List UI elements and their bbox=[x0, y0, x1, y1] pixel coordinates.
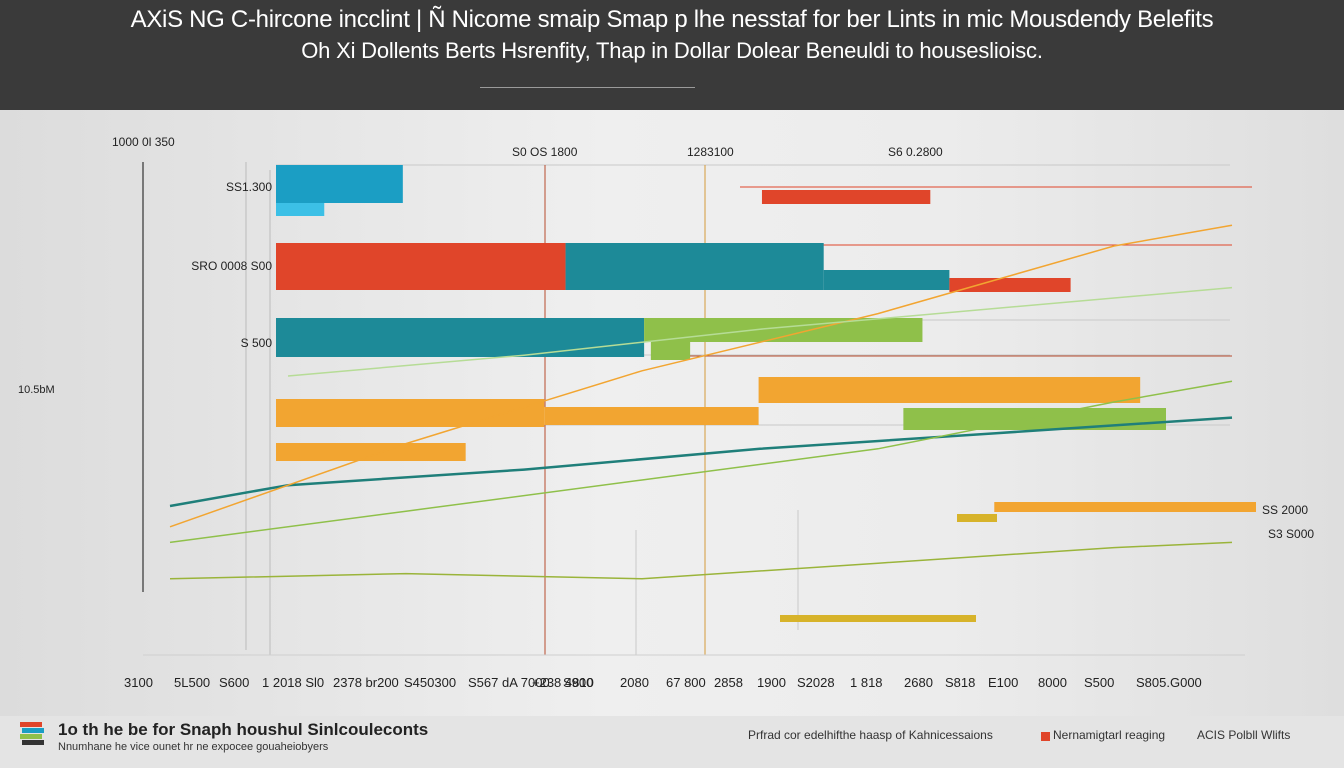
top-annotation-2: S6 0.2800 bbox=[888, 145, 943, 159]
line-lightgreen-trend bbox=[287, 286, 1233, 377]
bar-orange-row4-15 bbox=[276, 443, 466, 461]
bar-cyan-under-2 bbox=[276, 203, 325, 216]
bar-teal-row2-6 bbox=[823, 270, 950, 290]
chart-header: AXiS NG C-hircone incclint | Ñ Nicome sm… bbox=[0, 0, 1344, 110]
legend-title: 1o th he be for Snaph houshul Sinlcoulec… bbox=[58, 720, 429, 739]
x-tick-2: S600 bbox=[219, 675, 249, 690]
chart-svg: 1000 0l 350 10.5bM S0 OS 1800 1283100 S6 0.2… bbox=[18, 135, 1314, 690]
line-orange-trend bbox=[169, 224, 1233, 528]
row-label-1: SRO 0008 S00 bbox=[191, 259, 272, 273]
bar-green-row3-10 bbox=[650, 342, 691, 360]
legend-item-0: Prfrad cor edelhifthe haasp of Kahnicess… bbox=[748, 728, 993, 742]
x-tick-5: S450300 bbox=[404, 675, 456, 690]
chart-title: AXiS NG C-hircone incclint | Ñ Nicome sm… bbox=[130, 6, 1214, 33]
bar-red-right-1-3 bbox=[761, 190, 931, 204]
bar-teal-row2-5 bbox=[565, 243, 824, 290]
line-darkteal-trend bbox=[169, 416, 1233, 508]
x-tick-4: 2378 br200 bbox=[333, 675, 399, 690]
top-annotation-0: S0 OS 1800 bbox=[512, 145, 578, 159]
x-tick-14: 1 818 bbox=[850, 675, 883, 690]
x-tick-20: S805.G000 bbox=[1136, 675, 1202, 690]
x-tick-3: 1 2018 Sl0 bbox=[262, 675, 324, 690]
bar-teal-row3-8 bbox=[276, 318, 645, 357]
row-label-2: S 500 bbox=[241, 336, 273, 350]
x-tick-1: 5L500 bbox=[174, 675, 210, 690]
row-label-0: SS1.300 bbox=[226, 180, 272, 194]
line-green-trend-1 bbox=[169, 380, 1233, 544]
x-tick-11: 2858 bbox=[714, 675, 743, 690]
bar-red-row2-4 bbox=[276, 243, 566, 290]
legend-swatch-red bbox=[1041, 732, 1050, 741]
bar-orange-right-16 bbox=[994, 502, 1256, 512]
x-tick-0: 3100 bbox=[124, 675, 153, 690]
bar-orange-row4-13 bbox=[544, 407, 759, 425]
bar-yellow-small bbox=[957, 514, 997, 522]
x-tick-16: S818 bbox=[945, 675, 975, 690]
x-tick-19: S500 bbox=[1084, 675, 1114, 690]
legend-item-2: ACIS Polbll Wlifts bbox=[1197, 728, 1291, 742]
chart-subtitle: Oh Xi Dollents Berts Hsrenfity, Thap in … bbox=[301, 38, 1043, 63]
bar-red-right-2-7 bbox=[949, 278, 1071, 292]
right-label-1: S3 S000 bbox=[1268, 527, 1314, 541]
x-tick-18: 8000 bbox=[1038, 675, 1067, 690]
x-tick-17: E100 bbox=[988, 675, 1018, 690]
y-axis-mid-label: 10.5bM bbox=[18, 384, 55, 396]
x-tick-10: 67 800 bbox=[666, 675, 706, 690]
legend-item-1: Nernamigtarl reaging bbox=[1053, 728, 1166, 742]
bar-blue-top-0 bbox=[276, 165, 403, 203]
y-axis-top-label: 1000 0l 350 bbox=[112, 135, 175, 149]
legend-books-icon bbox=[20, 722, 44, 745]
bar-orange-row4-11 bbox=[758, 377, 1141, 403]
bar-green-row3-9 bbox=[644, 318, 923, 342]
bar-yellow-bottom bbox=[780, 615, 976, 622]
x-tick-13: S2028 bbox=[797, 675, 835, 690]
header-rule bbox=[480, 87, 695, 88]
line-olive-trend bbox=[169, 541, 1233, 580]
top-annotation-1: 1283100 bbox=[687, 145, 734, 159]
x-tick-12: 1900 bbox=[757, 675, 786, 690]
bar-orange-row4-12 bbox=[276, 399, 545, 427]
right-label-0: SS 2000 bbox=[1262, 503, 1308, 517]
legend-bar bbox=[0, 716, 1344, 768]
x-tick-7: +238 4810 bbox=[532, 675, 594, 690]
x-tick-15: 2680 bbox=[904, 675, 933, 690]
bar-green-row4-14 bbox=[903, 408, 1166, 430]
x-tick-8: S900 bbox=[563, 675, 593, 690]
legend-subtitle: Nnumhane he vice ounet hr ne expocee gou… bbox=[58, 741, 329, 753]
x-tick-6: S567 dA 7000 bbox=[468, 675, 550, 690]
x-tick-9: 2080 bbox=[620, 675, 649, 690]
